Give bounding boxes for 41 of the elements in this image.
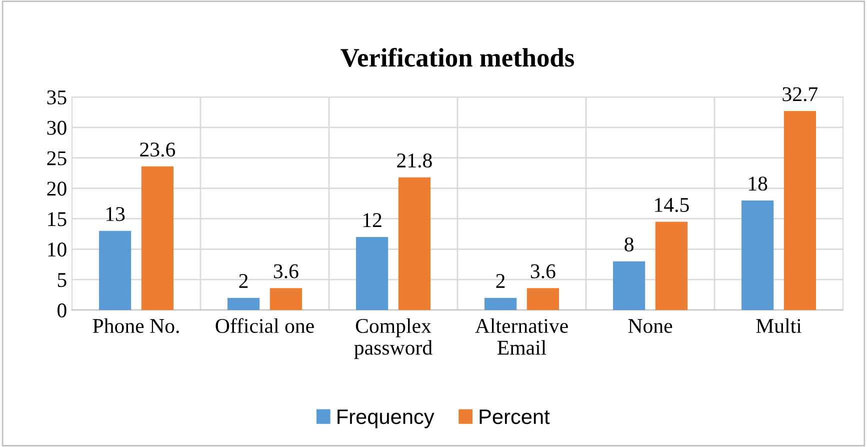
bar xyxy=(612,261,646,310)
y-tick-label: 25 xyxy=(47,151,66,166)
x-tick-label: Multi xyxy=(756,318,802,333)
y-tick-label: 15 xyxy=(48,212,66,226)
bar xyxy=(398,177,431,310)
data-label: 2 xyxy=(496,274,505,288)
y-tick-label: 30 xyxy=(47,120,66,135)
y-tick-label: 35 xyxy=(47,90,66,104)
bar xyxy=(270,288,302,310)
bar xyxy=(741,200,774,310)
bar xyxy=(356,236,388,310)
chart-title: Verification methods xyxy=(340,48,574,67)
data-label: 23.6 xyxy=(140,142,176,157)
data-label: 8 xyxy=(624,237,634,252)
x-tick-label: None xyxy=(628,319,672,333)
data-label: 13 xyxy=(106,207,125,222)
data-label: 2 xyxy=(239,274,248,288)
x-tick-label: Alternative Email xyxy=(475,318,568,355)
y-tick-label: 10 xyxy=(48,242,66,257)
x-tick-label: Phone No. xyxy=(92,318,179,334)
data-label: 18 xyxy=(748,176,768,191)
data-label: 3.6 xyxy=(274,264,298,278)
legend-label: Frequency xyxy=(338,410,434,428)
bar xyxy=(227,298,260,310)
y-tick-label: 0 xyxy=(58,303,66,318)
x-tick-label: Complex password xyxy=(354,318,432,360)
bar xyxy=(655,222,688,310)
data-label: 12 xyxy=(363,213,382,227)
bar xyxy=(98,230,132,310)
data-label: 21.8 xyxy=(397,153,432,168)
bar xyxy=(484,298,517,310)
bar xyxy=(526,288,560,310)
legend-label: Percent xyxy=(480,410,550,424)
bar xyxy=(784,110,816,310)
data-label: 14.5 xyxy=(655,198,689,212)
x-tick-label: Official one xyxy=(216,318,314,333)
y-tick-label: 20 xyxy=(47,182,66,196)
bar xyxy=(141,166,174,310)
data-label: 32.7 xyxy=(782,87,818,102)
y-tick-label: 5 xyxy=(58,273,66,288)
data-label: 3.6 xyxy=(530,264,556,278)
